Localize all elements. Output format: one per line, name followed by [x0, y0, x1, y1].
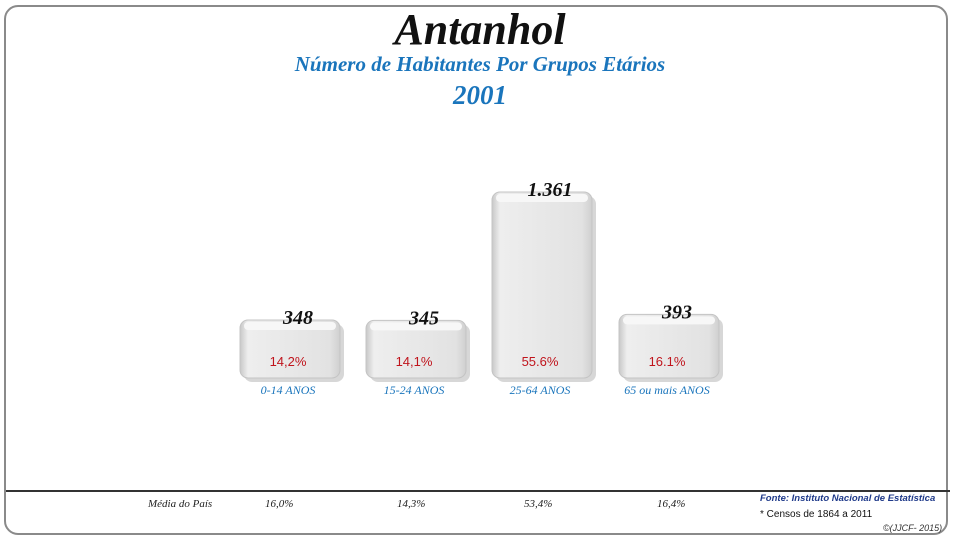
category-label: 25-64 ANOS	[510, 383, 571, 397]
chart-title: Antanhol	[394, 5, 566, 54]
chart-subtitle: Número de Habitantes Por Grupos Etários	[294, 52, 666, 76]
bar	[491, 191, 593, 379]
slide-border	[4, 5, 948, 535]
value-label: 1.361	[528, 179, 573, 201]
chart-year: 2001	[453, 80, 507, 110]
percent-label: 14,1%	[396, 354, 433, 369]
census-note: * Censos de 1864 a 2011	[760, 509, 873, 520]
source-text: Fonte: Instituto Nacional de Estatística	[760, 493, 936, 504]
percent-label: 14,2%	[270, 354, 307, 369]
bar-top-highlight	[370, 322, 462, 331]
copyright: ©(JJCF- 2015)	[883, 523, 943, 533]
category-label: 15-24 ANOS	[384, 383, 445, 397]
bar	[365, 319, 467, 379]
media-value: 14,3%	[397, 498, 426, 510]
bar-top-highlight	[244, 322, 336, 331]
bar	[618, 313, 720, 379]
value-label: 348	[282, 307, 313, 329]
media-label: Média do País	[148, 498, 213, 510]
category-label: 65 ou mais ANOS	[624, 383, 709, 397]
footer-divider	[6, 490, 950, 492]
bar	[239, 319, 341, 379]
bar-top-highlight	[496, 193, 588, 202]
media-value: 16,0%	[265, 498, 294, 510]
category-label: 0-14 ANOS	[261, 383, 316, 397]
percent-label: 16.1%	[649, 354, 686, 369]
media-value: 16,4%	[657, 498, 686, 510]
bar-top-highlight	[623, 316, 715, 325]
value-label: 345	[408, 307, 439, 329]
percent-label: 55.6%	[522, 354, 559, 369]
value-label: 393	[661, 301, 692, 323]
media-value: 53,4%	[524, 498, 553, 510]
